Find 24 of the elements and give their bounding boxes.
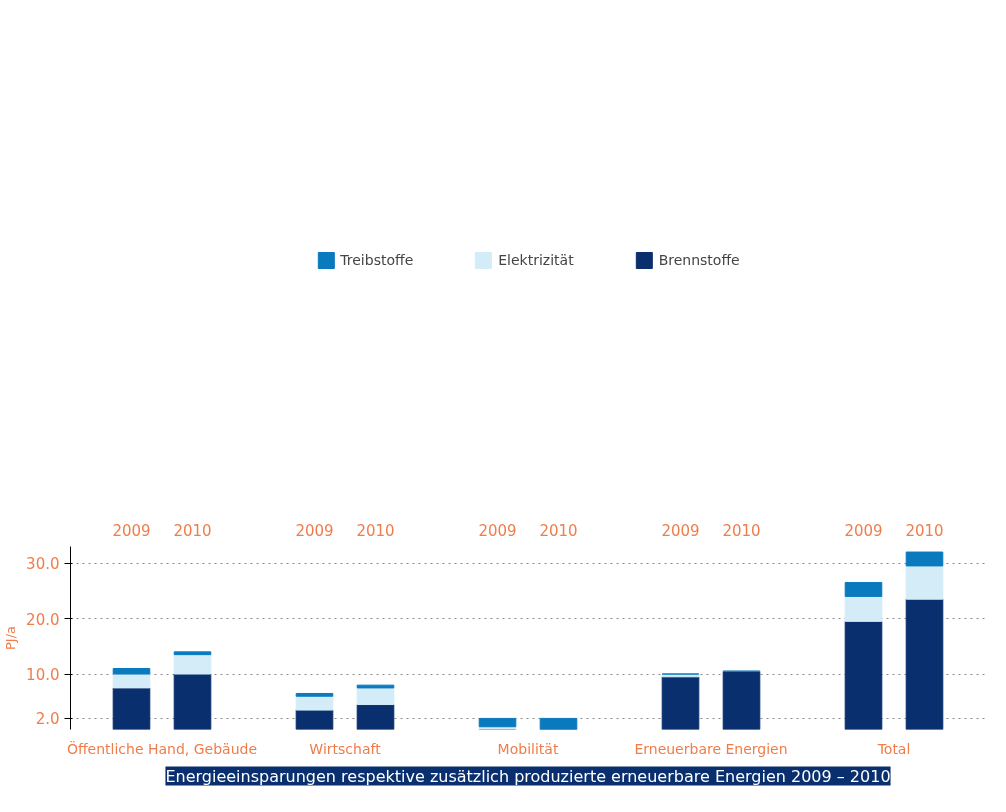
x-tick-label: 2009 bbox=[661, 521, 700, 540]
text: Öffentliche Hand, Gebäude bbox=[66, 739, 258, 757]
text: Mobilität bbox=[497, 740, 559, 757]
x-tick-label: 2009 bbox=[112, 521, 151, 540]
text: Energieeinsparungen respektive zusätzlich produzierte erneuerbare Energien 2009 – 2010 bbox=[165, 766, 891, 786]
x-tick-label: 2010 bbox=[173, 521, 212, 540]
text: Total bbox=[876, 740, 911, 757]
y-tick-label: 20.0 bbox=[26, 610, 60, 629]
x-tick-label: 2010 bbox=[539, 521, 578, 540]
x-tick-label: 2010 bbox=[356, 521, 395, 540]
x-tick-label: 2009 bbox=[844, 521, 883, 540]
y-axis-title: PJ/a bbox=[3, 625, 19, 651]
text: Wirtschaft bbox=[309, 740, 382, 757]
text: Erneuerbare Energien bbox=[634, 740, 788, 757]
y-tick-label: 30.0 bbox=[26, 555, 60, 574]
x-tick-label: 2009 bbox=[478, 521, 517, 540]
x-tick-label: 2010 bbox=[905, 521, 944, 540]
legend-label: Treibstoffe bbox=[340, 251, 414, 268]
x-tick-label: 2009 bbox=[295, 521, 334, 540]
y-tick-label: 2.0 bbox=[35, 710, 60, 729]
x-tick-label: 2010 bbox=[722, 521, 761, 540]
y-tick-label: 10.0 bbox=[26, 666, 60, 685]
legend-label: Elektrizität bbox=[498, 251, 574, 268]
legend-label: Brennstoffe bbox=[658, 251, 740, 268]
